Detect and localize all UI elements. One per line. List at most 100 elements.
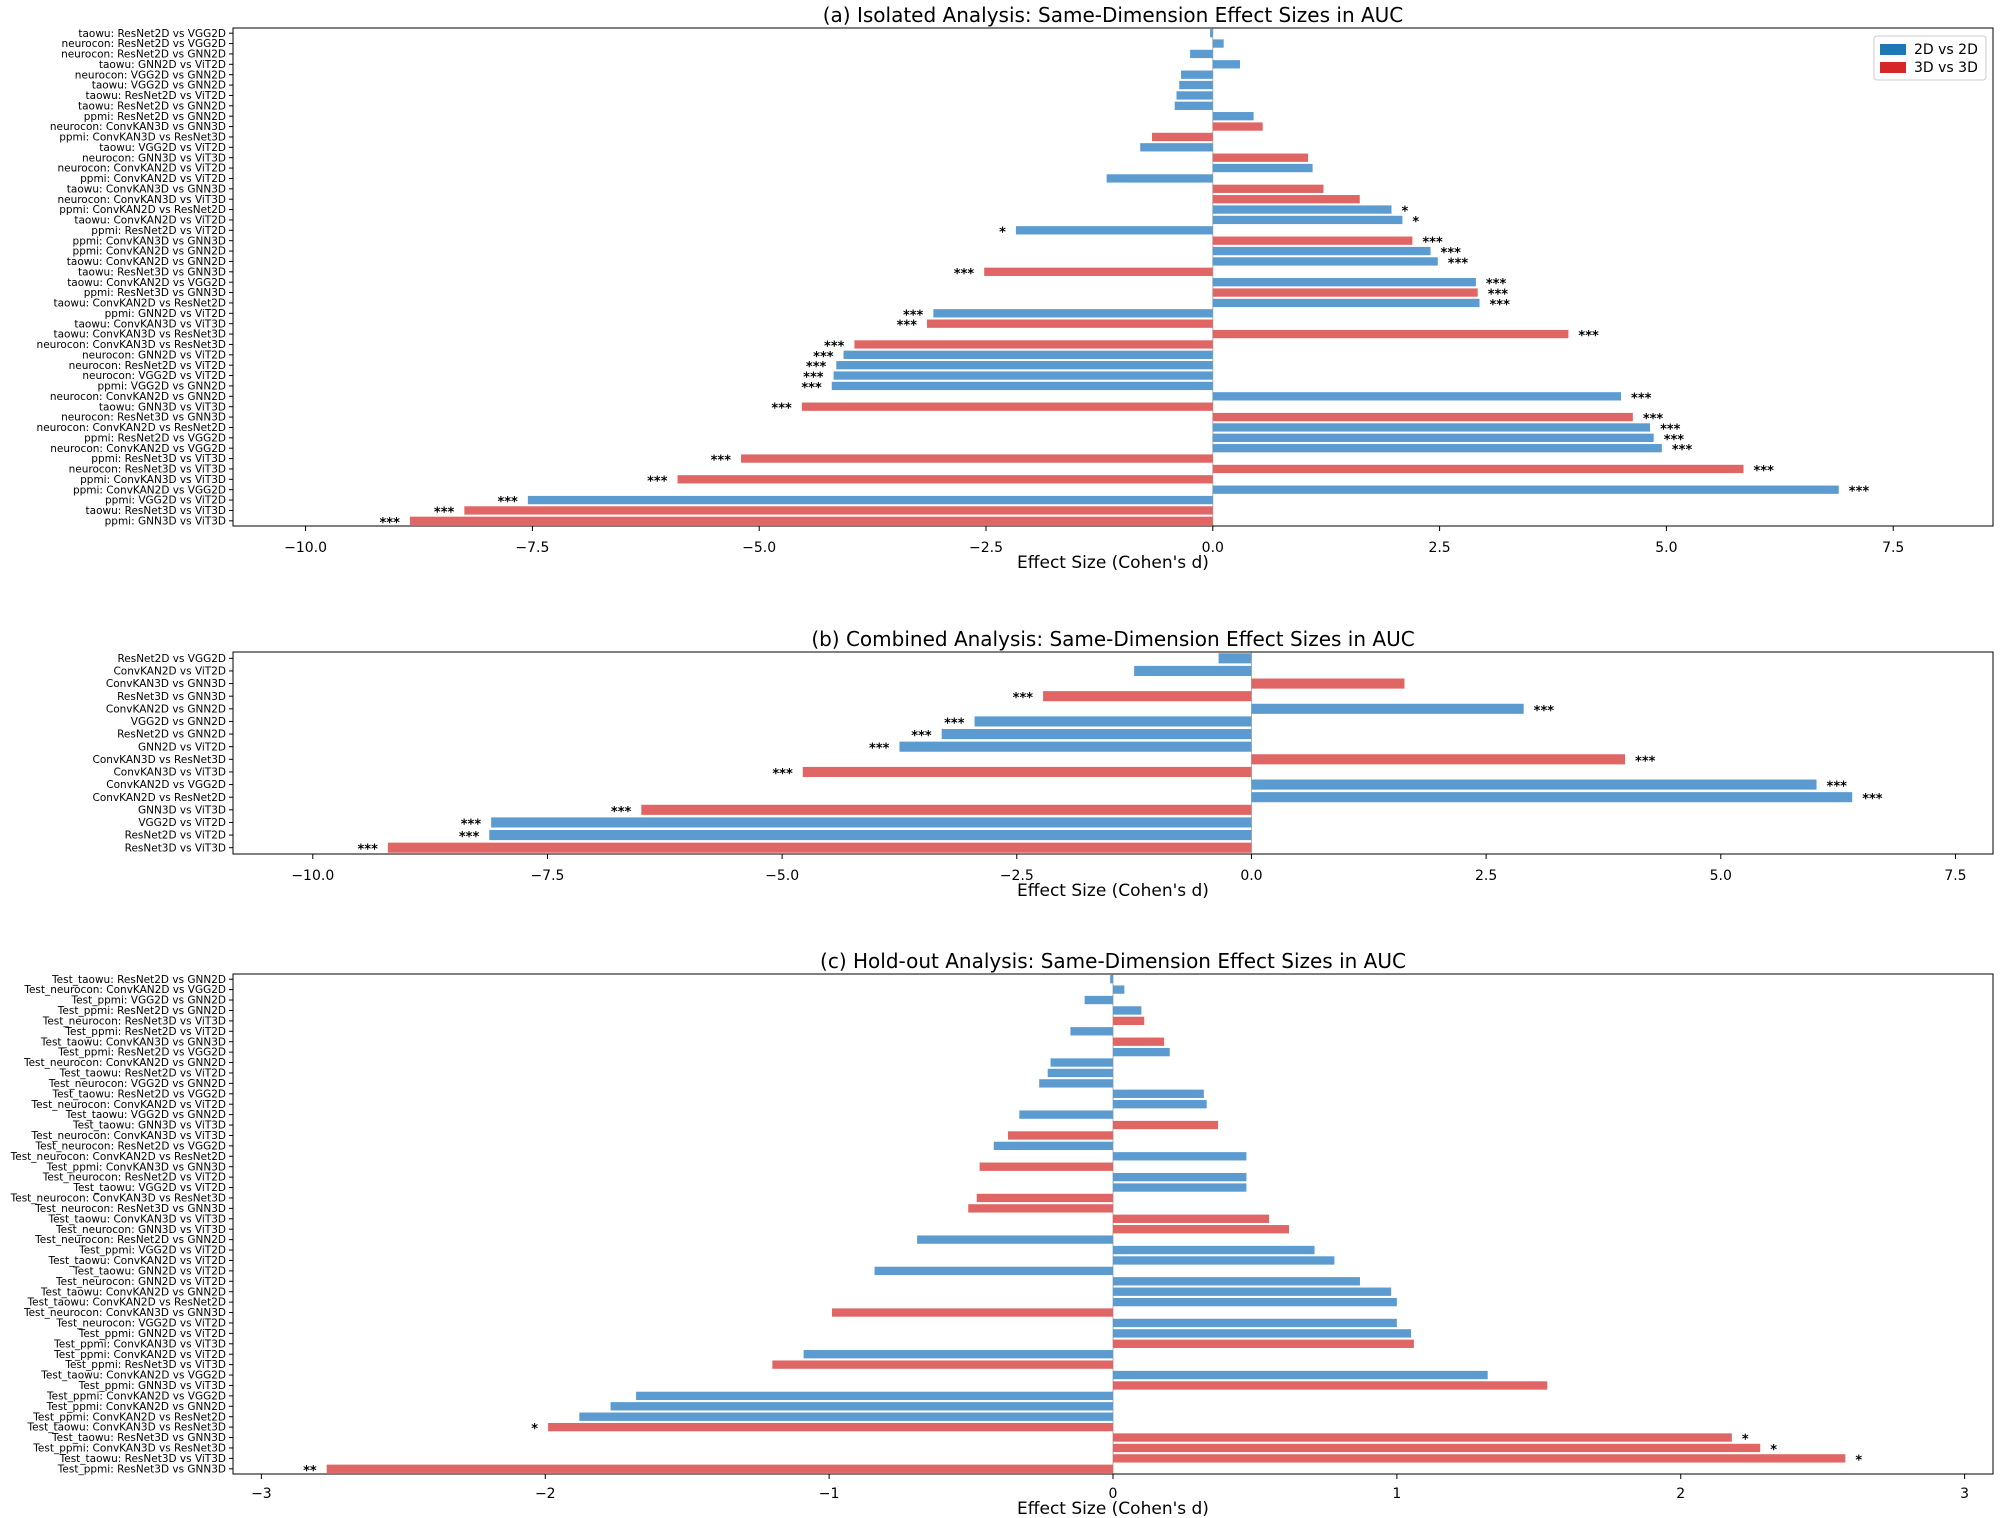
y-tick-label: Test_ppmi: ConvKAN2D vs VGG2D — [46, 1390, 226, 1402]
significance-label: *** — [803, 371, 824, 386]
x-tick-label: 5.0 — [1655, 540, 1677, 556]
significance-label: *** — [1635, 754, 1656, 769]
axes-frame — [232, 651, 1994, 855]
bar — [836, 361, 1213, 370]
bar — [1043, 691, 1252, 702]
y-tick-label: Test_taowu: ConvKAN2D vs ViT2D — [47, 1255, 226, 1267]
bar — [1174, 101, 1213, 110]
bar — [1212, 433, 1654, 442]
bar — [1113, 1443, 1761, 1453]
bar — [1212, 485, 1839, 494]
y-tick-label: neurocon: GNN3D vs ViT3D — [82, 152, 226, 164]
bar — [464, 506, 1213, 515]
significance-label: *** — [711, 454, 732, 469]
y-tick-label: ResNet3D vs ViT3D — [125, 842, 226, 854]
bar — [1113, 1006, 1142, 1015]
y-tick-label: VGG2D vs GNN2D — [131, 716, 226, 728]
y-tick-label: ppmi: ResNet2D vs VGG2D — [84, 432, 226, 444]
y-tick-label: Test_taowu: GNN3D vs ViT3D — [72, 1120, 226, 1132]
significance-label: *** — [806, 360, 827, 375]
bar — [489, 830, 1252, 841]
significance-label: *** — [903, 308, 924, 323]
bar — [974, 716, 1252, 727]
y-tick-label: ConvKAN2D vs VGG2D — [106, 779, 226, 791]
significance-label: *** — [772, 767, 793, 782]
significance-label: * — [1855, 1453, 1862, 1468]
y-tick-label: Test_ppmi: ResNet2D vs VGG2D — [57, 1047, 226, 1059]
bar — [636, 1391, 1113, 1401]
y-tick-label: taowu: VGG2D vs GNN2D — [92, 80, 226, 92]
y-tick-label: Test_taowu: ConvKAN3D vs GNN3D — [40, 1036, 226, 1048]
y-tick-label: Test_taowu: ResNet3D vs ViT3D — [59, 1453, 226, 1465]
y-tick-label: taowu: ConvKAN2D vs ViT2D — [74, 215, 226, 227]
significance-label: *** — [1862, 792, 1883, 807]
bar — [1212, 112, 1254, 121]
bar — [803, 1350, 1113, 1359]
bar — [1212, 246, 1431, 256]
x-tick-label: −2.5 — [1000, 868, 1034, 884]
y-tick-label: Test_ppmi: ConvKAN3D vs ViT3D — [53, 1338, 226, 1350]
significance-label: *** — [611, 805, 632, 820]
y-tick-label: Test_ppmi: ResNet2D vs ViT2D — [64, 1026, 226, 1038]
bar — [1113, 985, 1125, 994]
bar — [641, 804, 1252, 815]
significance-label: *** — [1664, 433, 1685, 448]
y-tick-label: ResNet3D vs GNN3D — [117, 691, 226, 703]
y-tick-label: taowu: ResNet2D vs GNN2D — [78, 100, 226, 112]
x-tick-label: 2.5 — [1475, 868, 1497, 884]
y-tick-label: taowu: ConvKAN3D vs ViT3D — [74, 318, 226, 330]
significance-label: *** — [771, 402, 792, 417]
significance-label: *** — [459, 830, 480, 845]
y-tick-label: Test_ppmi: VGG2D vs ViT2D — [78, 1245, 226, 1257]
bar — [1084, 995, 1113, 1005]
significance-label: *** — [357, 843, 378, 858]
bar — [831, 1308, 1113, 1317]
x-tick-label: 3 — [1960, 1486, 1969, 1502]
bar — [1212, 329, 1569, 339]
bar — [1212, 412, 1633, 422]
bar — [1152, 132, 1213, 142]
bar — [1181, 70, 1213, 79]
bar — [610, 1402, 1113, 1411]
significance-label: *** — [911, 729, 932, 744]
bar — [899, 741, 1252, 752]
y-tick-label: Test_ppmi: VGG2D vs GNN2D — [71, 995, 226, 1007]
legend-swatch — [1880, 62, 1906, 73]
bar — [1212, 392, 1622, 401]
y-tick-label: Test_neurocon: ConvKAN2D vs ViT2D — [31, 1099, 226, 1111]
bar — [1113, 1214, 1270, 1223]
significance-label: *** — [1578, 329, 1599, 344]
bar — [1110, 975, 1113, 984]
bar — [1113, 1297, 1397, 1307]
bar — [1113, 1089, 1204, 1098]
y-tick-label: Test_neurocon: ConvKAN3D vs ResNet3D — [10, 1193, 226, 1205]
bar — [1113, 1037, 1165, 1046]
bar — [1106, 174, 1213, 183]
x-tick-label: 7.5 — [1882, 540, 1904, 556]
significance-label: *** — [869, 742, 890, 757]
significance-label: *** — [824, 339, 845, 354]
y-tick-label: taowu: GNN2D vs ViT2D — [99, 59, 226, 71]
y-tick-label: ppmi: VGG2D vs GNN2D — [97, 381, 226, 393]
bar — [1212, 39, 1224, 48]
y-tick-label: ConvKAN3D vs ViT3D — [113, 767, 226, 779]
bar — [1113, 1183, 1247, 1192]
y-tick-label: Test_neurocon: GNN2D vs ViT2D — [55, 1276, 226, 1288]
y-tick-label: ppmi: ConvKAN3D vs ResNet3D — [59, 132, 226, 144]
y-tick-label: ConvKAN2D vs GNN2D — [106, 703, 226, 715]
bar — [1050, 1058, 1113, 1067]
bar — [1212, 257, 1438, 266]
bar — [1210, 29, 1213, 38]
bar — [1212, 298, 1480, 308]
bar — [1212, 464, 1744, 474]
y-tick-label: ConvKAN3D vs GNN3D — [106, 678, 226, 690]
bar — [854, 340, 1213, 349]
bar — [979, 1162, 1113, 1171]
bar — [326, 1464, 1113, 1473]
y-tick-label: Test_taowu: ConvKAN3D vs ResNet3D — [27, 1422, 226, 1434]
y-tick-label: Test_taowu: ConvKAN2D vs VGG2D — [40, 1370, 226, 1382]
y-tick-label: ResNet2D vs GNN2D — [117, 729, 226, 741]
bar — [491, 817, 1252, 828]
